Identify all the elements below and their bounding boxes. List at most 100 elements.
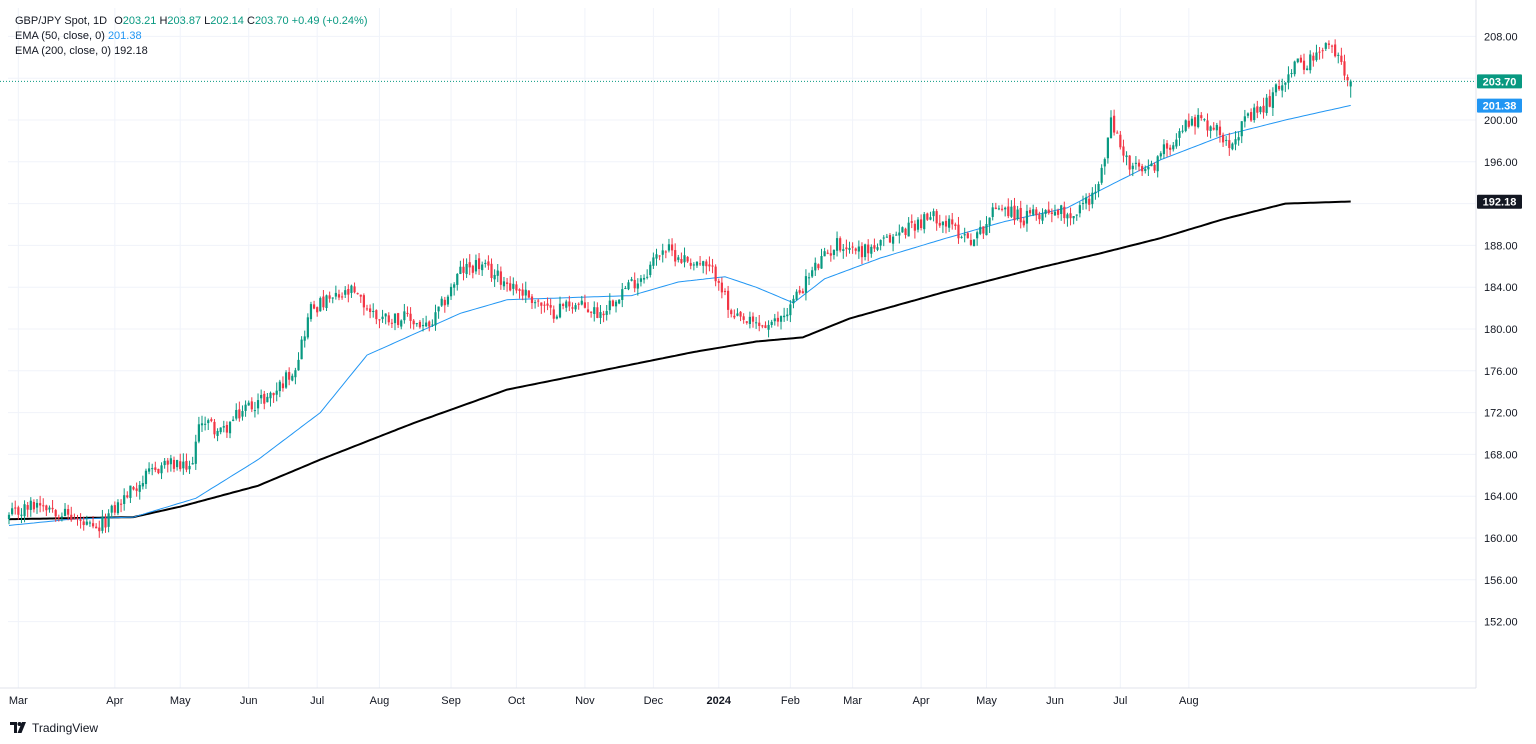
candle-body	[378, 319, 381, 321]
candle-body	[674, 250, 677, 262]
candle-body	[57, 517, 60, 519]
candle-body	[571, 307, 574, 309]
price-axis[interactable]: 152.00 156.00 160.00 164.00 168.00 172.00 176.…	[1484, 0, 1518, 629]
candle-body	[577, 303, 580, 305]
candle-body	[1203, 119, 1206, 121]
candlesticks	[7, 39, 1352, 538]
candle-body	[191, 463, 194, 465]
candle-body	[720, 282, 723, 293]
candle-body	[1091, 192, 1094, 205]
candle-body	[1144, 168, 1147, 172]
candle-body	[200, 423, 204, 426]
candle-body	[1287, 74, 1290, 83]
candle-body	[126, 495, 129, 498]
candle-body	[288, 372, 291, 380]
candle-body	[748, 316, 751, 325]
candle-body	[1249, 112, 1253, 121]
candle-body	[1038, 214, 1041, 220]
tradingview-branding[interactable]: TradingView	[10, 721, 98, 735]
candle-body	[562, 304, 565, 306]
candle-body	[1237, 137, 1240, 141]
candle-body	[820, 256, 823, 269]
candle-body	[260, 394, 263, 399]
candle-body	[863, 244, 867, 258]
candle-body	[232, 419, 235, 421]
candle-body	[994, 207, 997, 210]
candle-body	[1072, 216, 1075, 219]
ema50-value: 201.38	[107, 30, 142, 42]
x-tick-label: Mar	[9, 695, 28, 707]
candle-body	[1306, 68, 1309, 71]
candle-body	[954, 224, 957, 226]
candle-body	[1225, 139, 1228, 141]
candle-body	[359, 294, 362, 297]
candle-body	[932, 211, 935, 217]
y-tick-label: 160.00	[1484, 533, 1518, 545]
candle-body	[574, 305, 577, 310]
candle-body	[997, 208, 1001, 210]
candle-body	[437, 306, 440, 312]
candle-body	[434, 312, 437, 326]
candle-body	[801, 291, 804, 294]
y-tick-label: 164.00	[1484, 491, 1518, 503]
x-tick-label: Jun	[1046, 695, 1064, 707]
candle-body	[294, 370, 297, 378]
candle-body	[1324, 43, 1327, 49]
candle-body	[761, 325, 764, 327]
candle-body	[586, 309, 590, 313]
candle-body	[1181, 130, 1184, 132]
candle-body	[527, 290, 530, 298]
candle-body	[649, 264, 652, 276]
candle-body	[1187, 120, 1190, 127]
y-tick-label: 180.00	[1484, 324, 1518, 336]
candle-body	[1094, 191, 1097, 194]
candle-body	[67, 509, 70, 515]
open-label: O	[114, 15, 123, 27]
ema200-row[interactable]: EMA (200, close, 0) 192.18	[15, 44, 368, 59]
candle-body	[421, 325, 425, 327]
candle-body	[1321, 50, 1324, 52]
candle-body	[505, 282, 509, 284]
candle-body	[241, 411, 244, 417]
candle-body	[1010, 206, 1013, 217]
candle-body	[711, 265, 714, 267]
candle-body	[104, 518, 107, 528]
candle-body	[926, 213, 929, 220]
time-axis[interactable]: Mar Apr May Jun Jul Aug Sep Oct Nov Dec 2024 Feb Mar…	[9, 695, 1199, 707]
ema50-row[interactable]: EMA (50, close, 0) 201.38	[15, 29, 368, 44]
candle-body	[1293, 61, 1296, 75]
candle-body	[1156, 156, 1159, 172]
candle-body	[1309, 54, 1312, 71]
candle-body	[1137, 162, 1141, 167]
candle-body	[465, 263, 468, 275]
candle-body	[979, 226, 982, 234]
candle-body	[281, 383, 285, 389]
candle-body	[842, 249, 845, 251]
candle-body	[540, 302, 543, 306]
candle-body	[1175, 139, 1178, 147]
candle-body	[1190, 118, 1194, 126]
candle-body	[449, 286, 453, 297]
candle-body	[590, 311, 593, 313]
close-label: C	[246, 15, 255, 27]
candle-body	[1025, 210, 1029, 224]
candle-body	[1103, 159, 1106, 167]
candle-body	[344, 290, 347, 295]
candle-body	[1340, 55, 1343, 62]
candle-body	[453, 284, 456, 288]
candle-body	[848, 247, 851, 250]
candle-body	[1169, 147, 1172, 150]
candle-body	[487, 261, 490, 266]
candle-body	[1050, 212, 1053, 214]
candle-body	[611, 300, 615, 307]
candle-body	[910, 221, 913, 223]
candle-body	[798, 290, 801, 293]
x-tick-label: Sep	[441, 695, 461, 707]
symbol-title[interactable]: GBP/JPY Spot, 1D	[15, 15, 108, 27]
candle-body	[443, 299, 446, 306]
candle-body	[920, 219, 923, 229]
candle-body	[966, 233, 969, 239]
open-value: 203.21	[122, 15, 157, 27]
candle-body	[524, 289, 527, 296]
